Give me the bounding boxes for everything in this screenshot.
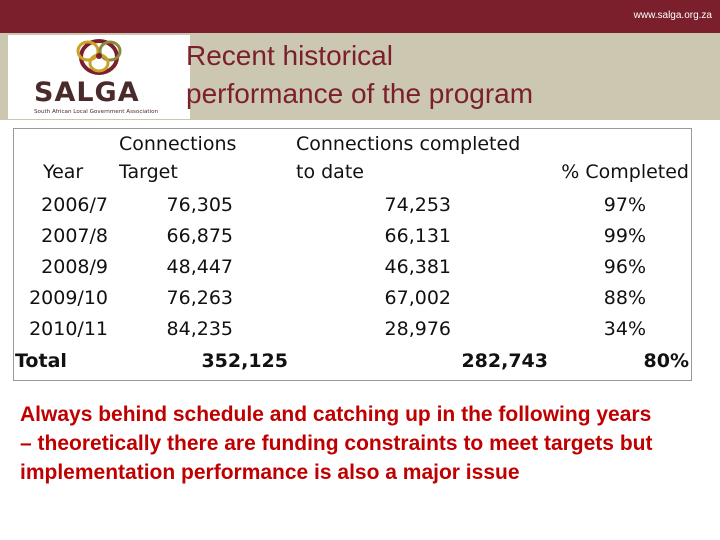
row-target: 48,447 — [166, 256, 233, 278]
header-completed-line2: to date — [296, 161, 364, 183]
header-target-line2: Target — [119, 161, 178, 183]
website-url: www.salga.org.za — [633, 10, 712, 21]
row-pct: 88% — [603, 287, 646, 309]
row-pct: 97% — [603, 194, 646, 216]
row-target: 66,875 — [166, 225, 233, 247]
total-target: 352,125 — [201, 350, 288, 372]
row-year: 2006/7 — [41, 194, 108, 216]
row-completed: 28,976 — [384, 318, 451, 340]
row-target: 76,305 — [166, 194, 233, 216]
row-target: 84,235 — [166, 318, 233, 340]
title-line-2: performance of the program — [186, 78, 534, 109]
page-title: Recent historical performance of the pro… — [186, 37, 616, 109]
row-target: 76,263 — [166, 287, 233, 309]
row-year: 2009/10 — [29, 287, 108, 309]
row-pct: 99% — [603, 225, 646, 247]
row-completed: 67,002 — [384, 287, 451, 309]
total-label: Total — [15, 350, 67, 372]
connections-table: Year Connections Target Connections comp… — [13, 128, 692, 381]
title-line-1: Recent historical — [186, 40, 393, 71]
salga-logo-graphic: SALGA South African Local Government Ass… — [34, 39, 159, 115]
total-completed: 282,743 — [461, 350, 548, 372]
header-completed-line1: Connections completed — [296, 133, 521, 155]
row-year: 2008/9 — [41, 256, 108, 278]
top-bar: www.salga.org.za — [0, 0, 720, 33]
row-completed: 46,381 — [384, 256, 451, 278]
summary-note: Always behind schedule and catching up i… — [20, 403, 653, 484]
header-target-line1: Connections — [119, 133, 237, 155]
row-pct: 96% — [603, 256, 646, 278]
logo-tagline: South African Local Government Associati… — [34, 109, 159, 115]
total-pct: 80% — [643, 350, 689, 372]
row-pct: 34% — [603, 318, 646, 340]
header-year: Year — [43, 161, 84, 183]
row-completed: 66,131 — [384, 225, 451, 247]
salga-logo: SALGA South African Local Government Ass… — [8, 35, 190, 119]
header-pct: % Completed — [561, 161, 689, 183]
row-year: 2007/8 — [41, 225, 108, 247]
logo-wordmark: SALGA — [34, 77, 140, 108]
row-year: 2010/11 — [29, 318, 108, 340]
row-completed: 74,253 — [384, 194, 451, 216]
